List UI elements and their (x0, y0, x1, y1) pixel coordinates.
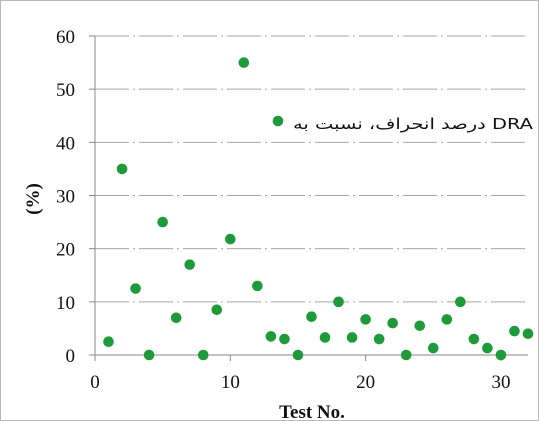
data-point-32 (522, 328, 534, 340)
legend-label: درصد انحراف، نسبت به DRA (293, 115, 534, 133)
gridlines (95, 35, 528, 303)
y-tick-label-10: 10 (56, 293, 75, 314)
data-point-24 (414, 320, 426, 332)
x-tick-label-0: 0 (90, 372, 100, 393)
x-tick-label-10: 10 (221, 372, 240, 393)
data-point-8 (197, 349, 209, 361)
data-point-13 (265, 331, 277, 342)
data-point-29 (482, 342, 493, 354)
y-tick-labels: 0 10 20 30 40 50 60 (56, 27, 95, 367)
data-point-9 (211, 304, 223, 316)
y-tick-label-50: 50 (56, 80, 75, 101)
data-point-31 (509, 325, 520, 337)
x-tick-labels: 0 10 20 30 (90, 355, 510, 393)
data-point-3 (130, 283, 141, 294)
y-tick-label-20: 20 (56, 240, 75, 261)
data-point-17 (319, 332, 331, 343)
data-point-18 (333, 296, 344, 308)
data-point-4 (143, 349, 155, 361)
legend: درصد انحراف، نسبت به DRA (272, 115, 534, 133)
data-point-16 (306, 311, 317, 323)
y-axis-title: (%) (23, 183, 44, 215)
data-point-23 (400, 349, 412, 361)
data-point-30 (495, 349, 507, 361)
y-tick-label-60: 60 (56, 27, 75, 48)
data-point-27 (455, 296, 466, 308)
legend-marker (272, 115, 284, 127)
data-point-6 (170, 312, 182, 324)
y-tick-label-0: 0 (66, 346, 76, 367)
data-point-15 (292, 349, 304, 361)
data-point-28 (468, 333, 480, 345)
data-point-10 (225, 233, 236, 245)
data-point-1 (103, 336, 114, 348)
data-point-26 (441, 314, 453, 325)
y-tick-label-40: 40 (56, 133, 75, 154)
y-tick-label-30: 30 (56, 187, 75, 208)
data-point-20 (360, 314, 371, 325)
data-point-14 (279, 333, 290, 345)
data-point-7 (184, 259, 196, 270)
data-point-2 (116, 163, 128, 175)
data-point-19 (346, 332, 358, 343)
x-tick-label-20: 20 (356, 372, 375, 393)
data-point-11 (238, 57, 250, 68)
x-axis-title: Test No. (279, 402, 345, 420)
data-points (103, 57, 534, 361)
x-tick-label-30: 30 (491, 372, 510, 393)
data-point-12 (252, 280, 263, 292)
data-point-25 (427, 342, 439, 354)
data-point-5 (157, 216, 168, 228)
data-point-21 (373, 333, 385, 345)
data-point-22 (387, 317, 398, 329)
